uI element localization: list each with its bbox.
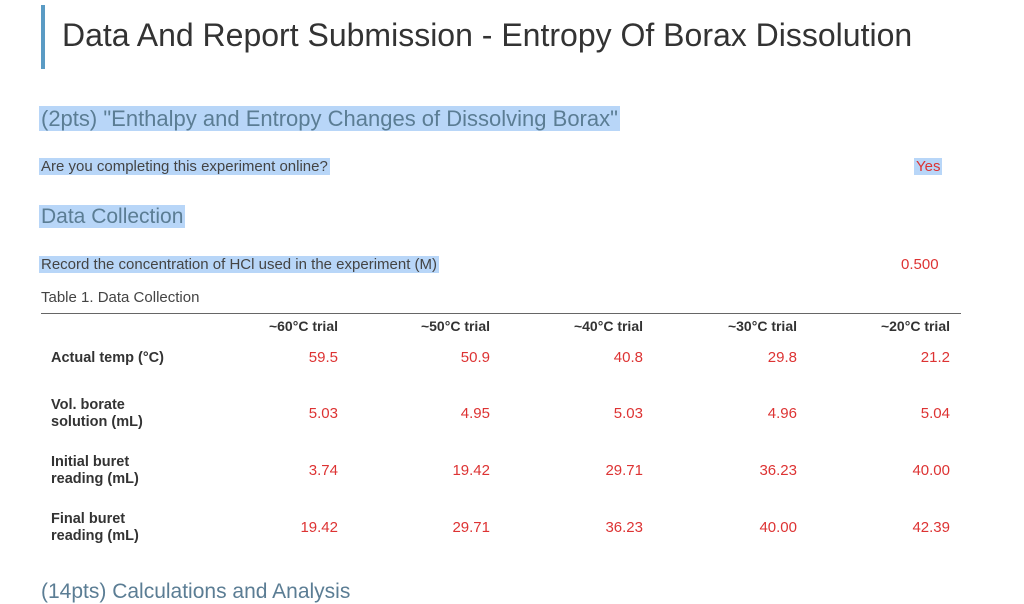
question: Record the concentration of HCl used in … (39, 256, 440, 273)
cell-value: 36.23 (759, 462, 797, 479)
row-label: Final buret reading (mL) (51, 510, 139, 544)
cell-value: 4.96 (767, 405, 797, 422)
cell-value: 36.23 (605, 519, 643, 536)
cell-value: 50.9 (460, 349, 490, 366)
section-heading: Data Collection (39, 205, 186, 228)
row-label: Initial buret reading (mL) (51, 453, 139, 487)
cell-value: 40.00 (759, 519, 797, 536)
section-heading: (2pts) "Enthalpy and Entropy Changes of … (39, 106, 620, 131)
cell-value: 59.5 (308, 349, 338, 366)
question: Are you completing this experiment onlin… (39, 158, 330, 175)
cell-value: 29.8 (767, 349, 797, 366)
cell-value: 19.42 (452, 462, 490, 479)
table-rule (41, 313, 961, 314)
cell-value: 42.39 (912, 519, 950, 536)
cell-value: 29.71 (452, 519, 490, 536)
cell-value: 19.42 (300, 519, 338, 536)
title-accent (41, 5, 45, 69)
cell-value: 4.95 (460, 405, 490, 422)
cell-value: 5.04 (920, 405, 950, 422)
answer: 0.500 (901, 256, 939, 273)
row-label: Vol. borate solution (mL) (51, 396, 143, 430)
column-header: ~40°C trial (573, 318, 643, 334)
table-caption: Table 1. Data Collection (41, 289, 200, 306)
row-label: Actual temp (°C) (51, 349, 164, 366)
column-header: ~60°C trial (268, 318, 338, 334)
column-header: ~30°C trial (727, 318, 797, 334)
column-header: ~20°C trial (880, 318, 950, 334)
column-header: ~50°C trial (420, 318, 490, 334)
cell-value: 21.2 (920, 349, 950, 366)
cell-value: 29.71 (605, 462, 643, 479)
cell-value: 5.03 (613, 405, 643, 422)
cell-value: 3.74 (308, 462, 338, 479)
page-title: Data And Report Submission - Entropy Of … (62, 17, 913, 53)
cell-value: 40.8 (613, 349, 643, 366)
cell-value: 40.00 (912, 462, 950, 479)
section-heading: (14pts) Calculations and Analysis (41, 580, 351, 603)
answer: Yes (914, 158, 943, 175)
cell-value: 5.03 (308, 405, 338, 422)
